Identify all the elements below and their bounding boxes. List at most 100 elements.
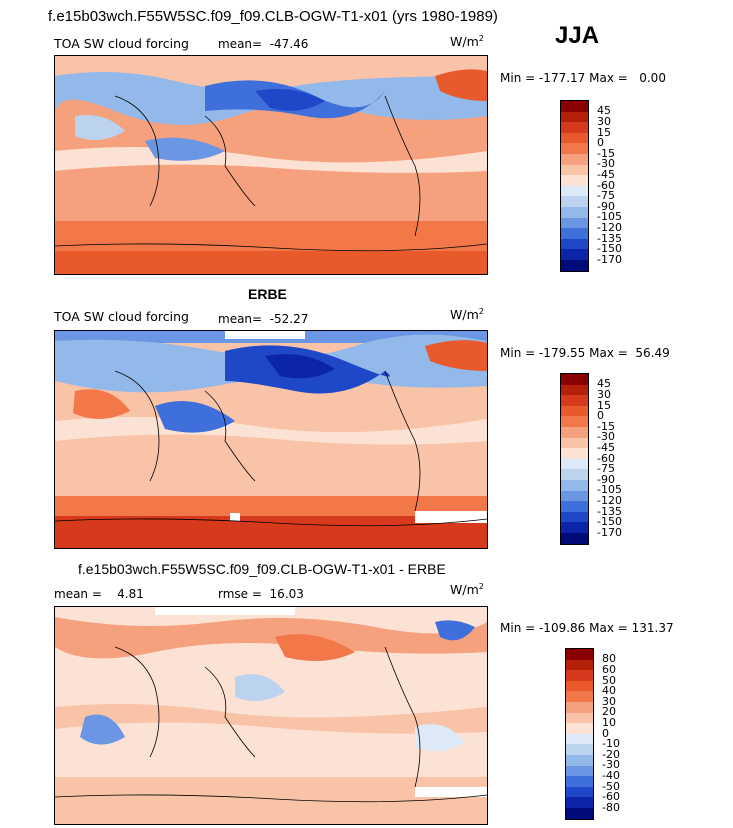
colorbar-swatch [561, 132, 588, 144]
panel2-mean: mean= -52.27 [218, 312, 309, 326]
panel2-tick: -170 [597, 526, 622, 539]
panel3-tick: -80 [602, 801, 620, 814]
colorbar-swatch [566, 776, 593, 787]
panel2-minmax: Min = -179.55 Max = 56.49 [500, 346, 670, 360]
colorbar-swatch [566, 797, 593, 808]
colorbar-swatch [566, 754, 593, 766]
panel1-tick: -30 [597, 157, 615, 170]
panel1-mean: mean= -47.46 [218, 37, 309, 51]
panel1-tick: -45 [597, 168, 615, 181]
panel3-rmse: rmse = 16.03 [218, 587, 304, 601]
colorbar-swatch [561, 196, 588, 207]
colorbar-swatch [561, 374, 588, 385]
colorbar-swatch [561, 448, 588, 459]
colorbar-swatch [561, 469, 588, 480]
panel1-tick: -170 [597, 253, 622, 266]
panel2-tick: -75 [597, 462, 615, 475]
panel3-minmax: Min = -109.86 Max = 131.37 [500, 621, 674, 635]
colorbar-swatch [561, 217, 588, 229]
panel1-tick: 15 [597, 126, 611, 139]
panel1-field [55, 56, 487, 274]
panel1-map [54, 55, 488, 275]
colorbar-swatch [566, 649, 593, 660]
panel3-tick: -60 [602, 790, 620, 803]
panel1-tick: -135 [597, 232, 622, 245]
colorbar-swatch [561, 185, 588, 197]
panel1-tick: -90 [597, 200, 615, 213]
panel1-units: W/m2 [450, 34, 484, 50]
panel3-colorbar [565, 648, 594, 820]
panel2-tick: -120 [597, 494, 622, 507]
ref-title: ERBE [248, 286, 287, 302]
panel2-colorbar [560, 373, 589, 545]
panel3-tick: 60 [602, 663, 616, 676]
colorbar-swatch [561, 458, 588, 470]
diff-title: f.e15b03wch.F55W5SC.f09_f09.CLB-OGW-T1-x… [78, 561, 446, 577]
colorbar-swatch [561, 101, 588, 112]
panel1-tick: -105 [597, 210, 622, 223]
colorbar-swatch [566, 765, 593, 777]
panel1-colorbar [560, 100, 589, 272]
panel1-tick: 0 [597, 136, 604, 149]
panel1-tick: -75 [597, 189, 615, 202]
panel3-tick: 20 [602, 705, 616, 718]
panel3-tick: -40 [602, 769, 620, 782]
panel1-tick: -150 [597, 242, 622, 255]
panel2-tick: 30 [597, 388, 611, 401]
colorbar-swatch [561, 238, 588, 250]
panel2-variable: TOA SW cloud forcing [54, 309, 189, 324]
colorbar-swatch [566, 680, 593, 692]
panel2-tick: 45 [597, 377, 611, 390]
case-title: f.e15b03wch.F55W5SC.f09_f09.CLB-OGW-T1-x… [48, 8, 498, 25]
panel3-tick: 50 [602, 674, 616, 687]
colorbar-swatch [561, 395, 588, 406]
panel2-tick: 0 [597, 409, 604, 422]
panel2-tick: -135 [597, 505, 622, 518]
colorbar-swatch [566, 701, 593, 713]
panel3-tick: -50 [602, 780, 620, 793]
colorbar-swatch [566, 712, 593, 724]
colorbar-swatch [566, 659, 593, 671]
colorbar-swatch [566, 733, 593, 745]
panel1-tick: -60 [597, 179, 615, 192]
colorbar-swatch [561, 522, 588, 533]
colorbar-swatch [561, 511, 588, 523]
panel2-tick: -150 [597, 515, 622, 528]
colorbar-swatch [561, 206, 588, 218]
panel2-tick: 15 [597, 399, 611, 412]
colorbar-swatch [561, 405, 588, 417]
colorbar-swatch [566, 786, 593, 798]
panel2-tick: -30 [597, 430, 615, 443]
colorbar-swatch [561, 249, 588, 260]
panel2-field [55, 331, 487, 548]
panel1-tick: 45 [597, 104, 611, 117]
colorbar-swatch [561, 501, 588, 512]
colorbar-swatch [561, 259, 588, 271]
colorbar-swatch [561, 532, 588, 544]
colorbar-swatch [561, 164, 588, 176]
colorbar-swatch [561, 111, 588, 123]
colorbar-swatch [561, 122, 588, 133]
colorbar-swatch [561, 228, 588, 239]
colorbar-swatch [561, 153, 588, 165]
panel3-tick: 40 [602, 684, 616, 697]
colorbar-swatch [561, 437, 588, 449]
colorbar-swatch [561, 426, 588, 438]
colorbar-swatch [561, 416, 588, 427]
panel1-variable: TOA SW cloud forcing [54, 36, 189, 51]
colorbar-swatch [566, 670, 593, 681]
panel3-field [55, 607, 487, 824]
colorbar-swatch [561, 175, 588, 186]
panel3-mean: mean = 4.81 [54, 587, 144, 601]
colorbar-swatch [561, 490, 588, 502]
panel2-tick: -60 [597, 452, 615, 465]
panel3-tick: 10 [602, 716, 616, 729]
panel3-map [54, 606, 488, 825]
panel3-tick: -30 [602, 758, 620, 771]
panel3-tick: 80 [602, 652, 616, 665]
colorbar-swatch [561, 479, 588, 491]
panel2-tick: -15 [597, 420, 615, 433]
colorbar-swatch [561, 143, 588, 154]
panel3-tick: 30 [602, 695, 616, 708]
panel1-tick: -120 [597, 221, 622, 234]
